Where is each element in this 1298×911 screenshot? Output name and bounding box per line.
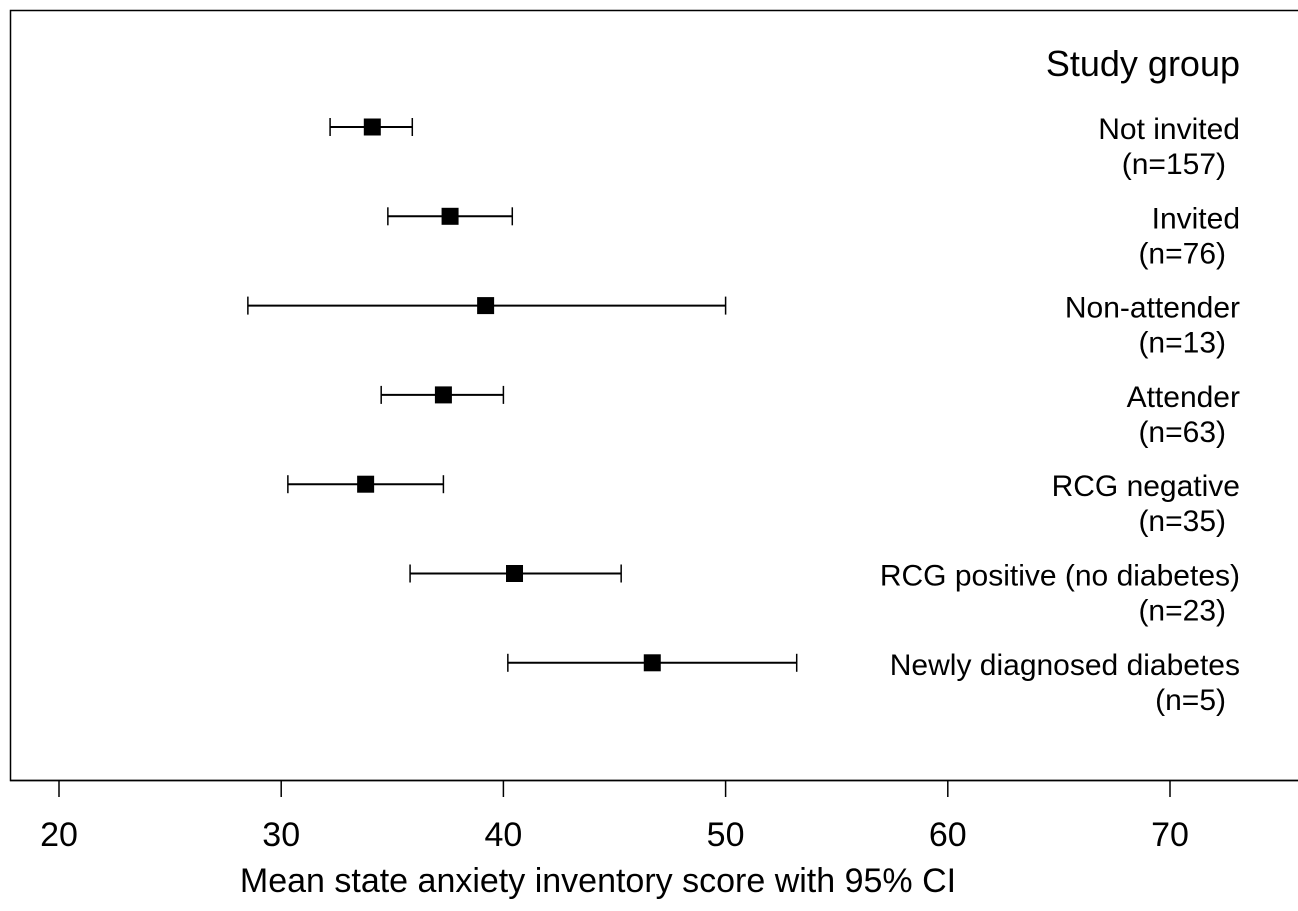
legend-title: Study group (1046, 43, 1240, 84)
mean-marker (434, 386, 452, 404)
group-n-label: (n=63) (1138, 416, 1226, 449)
group-row: Non-attender(n=13) (247, 292, 1240, 360)
group-label: Non-attender (1065, 292, 1240, 325)
x-tick-label: 40 (484, 816, 522, 854)
group-row: Attender(n=63) (380, 381, 1240, 449)
x-tick-label: 60 (929, 816, 967, 854)
mean-marker (363, 118, 381, 136)
x-tick-label: 50 (707, 816, 745, 854)
x-tick-label: 20 (40, 816, 78, 854)
mean-marker (643, 654, 661, 672)
group-row: RCG negative(n=35) (287, 470, 1240, 538)
mean-marker (477, 297, 495, 315)
group-label: Attender (1127, 381, 1240, 414)
group-n-label: (n=13) (1138, 327, 1226, 360)
group-label: RCG negative (1052, 470, 1240, 503)
group-n-label: (n=23) (1138, 595, 1226, 628)
x-axis-ticks: 20 30 40 50 60 70 (40, 781, 1189, 854)
group-row: Not invited(n=157) (329, 113, 1240, 181)
group-n-label: (n=35) (1138, 505, 1226, 538)
group-n-label: (n=5) (1155, 684, 1226, 717)
group-label: Not invited (1098, 113, 1240, 146)
x-tick-label: 70 (1151, 816, 1189, 854)
group-rows: Not invited(n=157) Invited(n=76) Non-atten… (247, 113, 1240, 717)
group-label: RCG positive (no diabetes) (880, 560, 1240, 593)
group-row: Invited(n=76) (387, 202, 1240, 270)
x-axis-label: Mean state anxiety inventory score with … (240, 862, 956, 900)
x-tick-label: 30 (262, 816, 300, 854)
group-n-label: (n=157) (1122, 148, 1226, 181)
group-row: RCG positive (no diabetes)(n=23) (409, 560, 1240, 628)
group-label: Invited (1152, 202, 1240, 235)
group-n-label: (n=76) (1138, 237, 1226, 270)
group-label: Newly diagnosed diabetes (890, 649, 1240, 682)
mean-marker (357, 475, 375, 493)
mean-marker (441, 207, 459, 225)
group-row: Newly diagnosed diabetes(n=5) (507, 649, 1240, 717)
mean-marker (506, 565, 524, 582)
